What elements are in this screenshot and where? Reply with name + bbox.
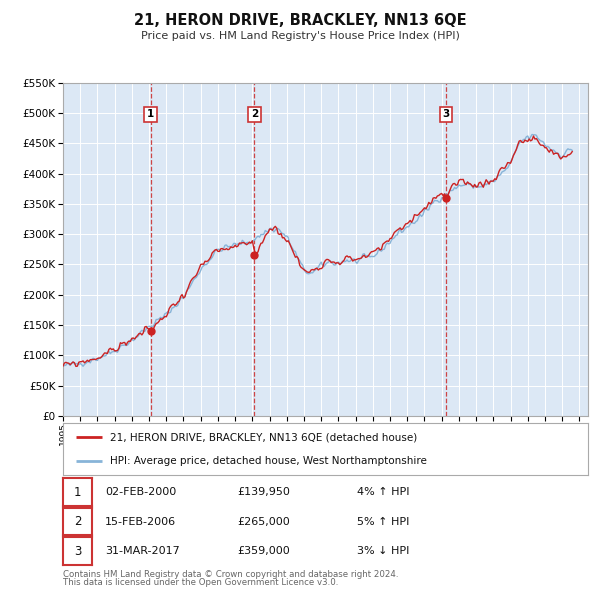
Text: 3% ↓ HPI: 3% ↓ HPI <box>357 546 409 556</box>
Text: 02-FEB-2000: 02-FEB-2000 <box>105 487 176 497</box>
Text: 3: 3 <box>442 109 449 119</box>
Text: 2: 2 <box>74 515 81 528</box>
Text: HPI: Average price, detached house, West Northamptonshire: HPI: Average price, detached house, West… <box>110 456 427 466</box>
Text: 1: 1 <box>147 109 154 119</box>
Text: 4% ↑ HPI: 4% ↑ HPI <box>357 487 409 497</box>
Text: 5% ↑ HPI: 5% ↑ HPI <box>357 517 409 526</box>
Text: £139,950: £139,950 <box>237 487 290 497</box>
Text: £359,000: £359,000 <box>237 546 290 556</box>
Text: Contains HM Land Registry data © Crown copyright and database right 2024.: Contains HM Land Registry data © Crown c… <box>63 571 398 579</box>
Text: 15-FEB-2006: 15-FEB-2006 <box>105 517 176 526</box>
Text: 3: 3 <box>74 545 81 558</box>
Text: This data is licensed under the Open Government Licence v3.0.: This data is licensed under the Open Gov… <box>63 578 338 587</box>
Text: Price paid vs. HM Land Registry's House Price Index (HPI): Price paid vs. HM Land Registry's House … <box>140 31 460 41</box>
Text: 21, HERON DRIVE, BRACKLEY, NN13 6QE: 21, HERON DRIVE, BRACKLEY, NN13 6QE <box>134 13 466 28</box>
Text: 1: 1 <box>74 486 81 499</box>
Text: 21, HERON DRIVE, BRACKLEY, NN13 6QE (detached house): 21, HERON DRIVE, BRACKLEY, NN13 6QE (det… <box>110 432 418 442</box>
Text: 31-MAR-2017: 31-MAR-2017 <box>105 546 180 556</box>
Text: 2: 2 <box>251 109 258 119</box>
Text: £265,000: £265,000 <box>237 517 290 526</box>
